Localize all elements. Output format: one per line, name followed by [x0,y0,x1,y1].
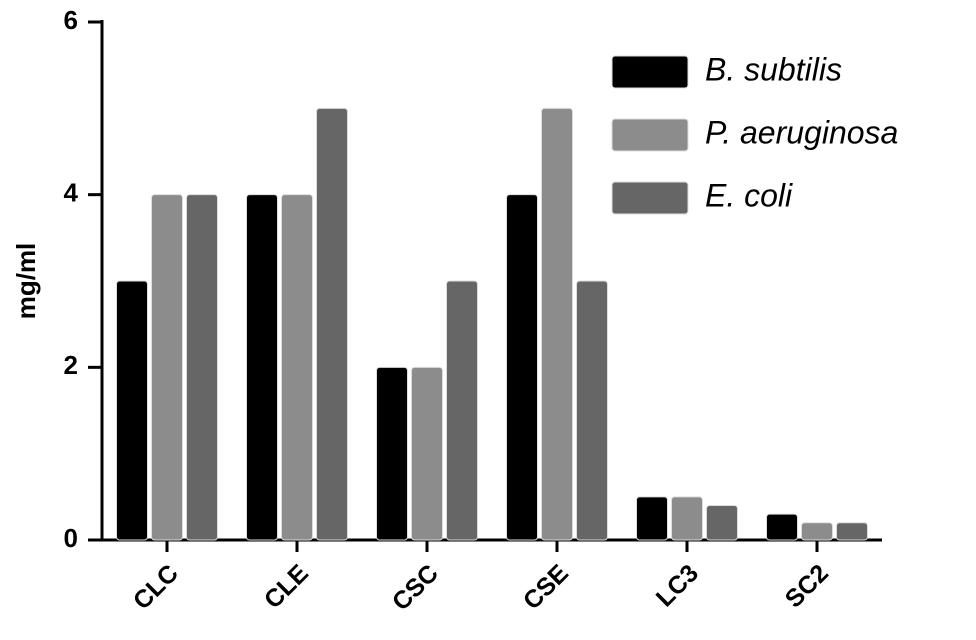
x-tick-label: CLC [128,559,184,615]
bar [576,280,608,541]
bar [706,504,738,541]
bar [506,194,538,541]
bar [281,194,313,541]
bar [186,194,218,541]
bar [766,513,798,541]
bar [411,366,443,541]
bar [541,107,573,541]
x-tick-label: CSE [518,559,574,615]
y-tick-label: 4 [64,178,79,208]
y-tick-label: 0 [64,523,78,553]
bar [316,107,348,541]
legend-swatch [611,118,689,152]
legend-swatch [611,55,689,89]
bar [836,522,868,541]
y-axis-label: mg/ml [11,243,41,320]
bar [636,496,668,541]
x-tick-label: SC2 [780,559,834,613]
legend-label: P. aeruginosa [705,114,898,150]
bar [671,496,703,541]
bar [801,522,833,541]
y-tick-label: 2 [64,350,78,380]
legend-label: E. coli [705,177,793,213]
legend-label: B. subtilis [705,51,842,87]
bar [151,194,183,541]
legend-swatch [611,181,689,215]
x-tick-label: CSC [387,559,444,616]
bar [246,194,278,541]
x-tick-label: CLE [259,559,314,614]
bar [446,280,478,541]
y-tick-label: 6 [64,5,78,35]
bar [376,366,408,541]
bar [116,280,148,541]
x-tick-label: LC3 [651,559,704,612]
